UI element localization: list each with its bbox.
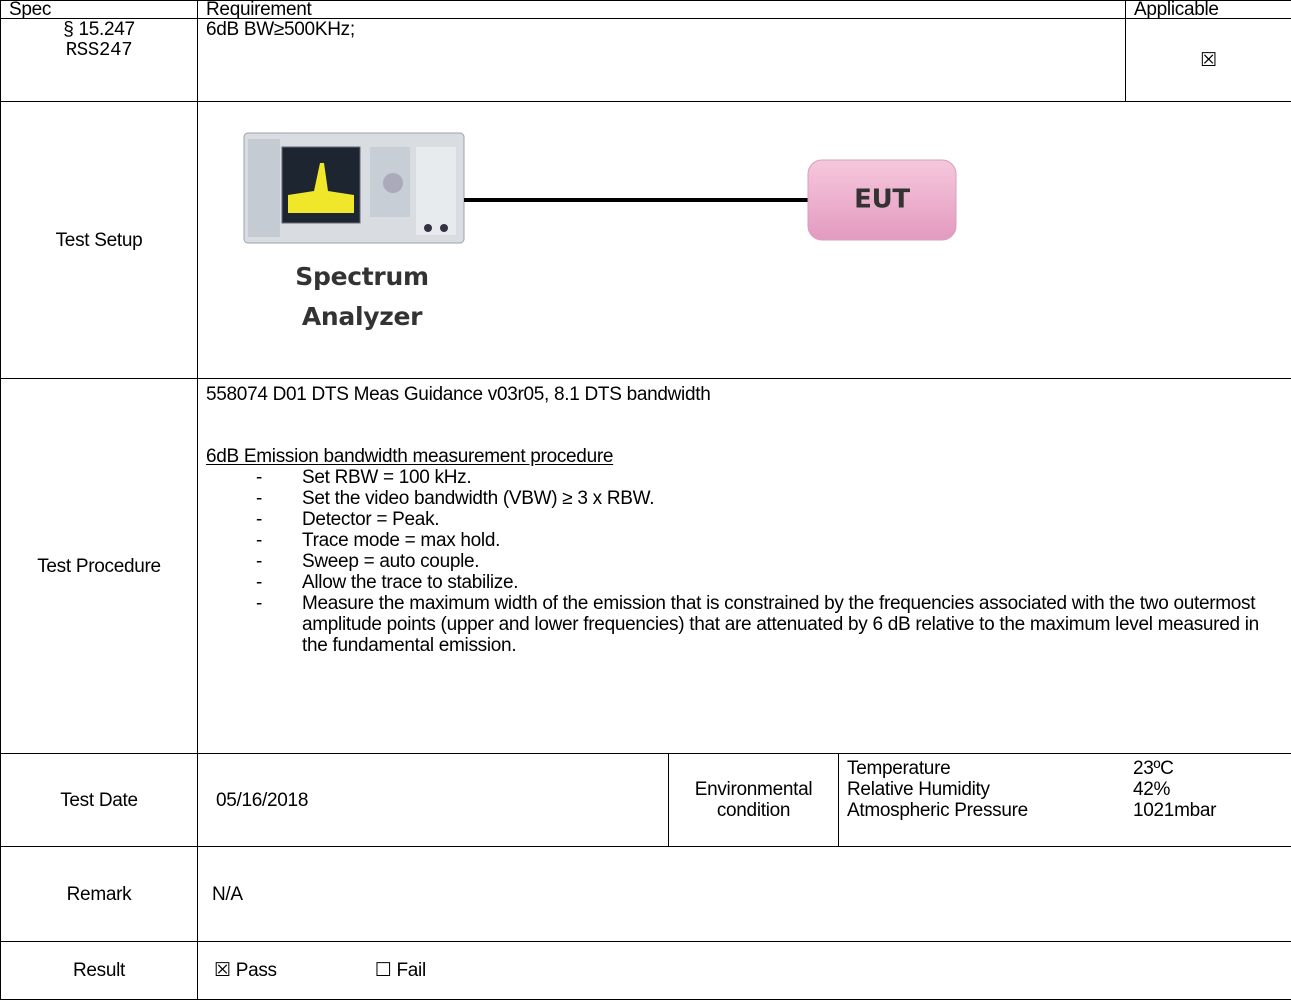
row-label: Test Procedure	[1, 379, 198, 754]
spec-row: § 15.247 RSS247 6dB BW≥500KHz; ☒	[1, 19, 1291, 102]
section: § 15.247	[9, 19, 189, 40]
bullet: -	[206, 572, 302, 593]
step: -Set the video bandwidth (VBW) ≥ 3 x RBW…	[206, 488, 1271, 509]
applicable: ☒	[1126, 19, 1291, 102]
step: -Sweep = auto couple.	[206, 551, 1271, 572]
step: -Allow the trace to stabilize.	[206, 572, 1271, 593]
analyzer-label: Spectrum	[295, 262, 428, 291]
setup-row: Test Setup EUT Spectrum Analyzer	[1, 102, 1291, 379]
step-text: Trace mode = max hold.	[302, 530, 500, 551]
env-label: Environmental condition	[669, 754, 839, 847]
condition-name: Temperature	[847, 758, 1133, 779]
step: -Set RBW = 100 kHz.	[206, 467, 1271, 488]
bullet: -	[206, 488, 302, 509]
setup-diagram: EUT Spectrum Analyzer	[198, 103, 1291, 378]
result-cell: ☒ Pass ☐ Fail	[198, 942, 1291, 1000]
spacer	[206, 405, 1271, 446]
bullet: -	[206, 593, 302, 656]
bullet: -	[206, 530, 302, 551]
fail-label: Fail	[396, 960, 425, 981]
rss: RSS247	[9, 40, 189, 61]
procedure-heading: 6dB Emission bandwidth measurement proce…	[206, 446, 1271, 467]
header-cell: Applicable	[1126, 1, 1291, 19]
spec-cell: § 15.247 RSS247	[1, 19, 198, 102]
procedure-cell: 558074 D01 DTS Meas Guidance v03r05, 8.1…	[198, 379, 1291, 754]
condition-value: 23ºC	[1133, 758, 1174, 779]
checkbox: ☒	[214, 960, 231, 981]
step: -Detector = Peak.	[206, 509, 1271, 530]
date-row: Test Date 05/16/2018 Environmental condi…	[1, 754, 1291, 847]
result-row: Result ☒ Pass ☐ Fail	[1, 942, 1291, 1000]
condition-value: 1021mbar	[1133, 800, 1216, 821]
analyzer-icon	[244, 133, 464, 243]
header-row: Spec Requirement Applicable	[1, 1, 1291, 19]
setup-cell: EUT Spectrum Analyzer	[198, 102, 1291, 379]
header-cell: Spec	[1, 1, 198, 19]
bullet: -	[206, 551, 302, 572]
condition-value: 42%	[1133, 779, 1170, 800]
step: -Trace mode = max hold.	[206, 530, 1271, 551]
heading-text: 6dB Emission bandwidth measurement proce…	[206, 446, 613, 467]
header-cell: Requirement	[198, 1, 1126, 19]
condition-name: Relative Humidity	[847, 779, 1133, 800]
requirement: 6dB BW≥500KHz;	[198, 19, 1126, 102]
bullet: -	[206, 509, 302, 530]
step: -Measure the maximum width of the emissi…	[206, 593, 1271, 656]
reference: 558074 D01 DTS Meas Guidance v03r05, 8.1…	[206, 384, 1271, 405]
eut-label: EUT	[854, 184, 910, 214]
row-label: Result	[1, 942, 198, 1000]
remark: N/A	[198, 847, 1291, 942]
steps: -Set RBW = 100 kHz.-Set the video bandwi…	[206, 467, 1271, 656]
step-text: Sweep = auto couple.	[302, 551, 479, 572]
bullet: -	[206, 467, 302, 488]
pass-label: Pass	[236, 960, 277, 981]
row-label: Test Date	[1, 754, 198, 847]
row-label: Test Setup	[1, 102, 198, 379]
step-text: Measure the maximum width of the emissio…	[302, 593, 1271, 656]
condition-name: Atmospheric Pressure	[847, 800, 1133, 821]
procedure-row: Test Procedure 558074 D01 DTS Meas Guida…	[1, 379, 1291, 754]
checkbox: ☐	[375, 960, 392, 981]
test-date: 05/16/2018	[198, 754, 669, 847]
step-text: Allow the trace to stabilize.	[302, 572, 518, 593]
step-text: Detector = Peak.	[302, 509, 439, 530]
step-text: Set the video bandwidth (VBW) ≥ 3 x RBW.	[302, 488, 654, 509]
analyzer-label: Analyzer	[302, 302, 423, 331]
row-label: Remark	[1, 847, 198, 942]
step-text: Set RBW = 100 kHz.	[302, 467, 471, 488]
remark-row: Remark N/A	[1, 847, 1291, 942]
